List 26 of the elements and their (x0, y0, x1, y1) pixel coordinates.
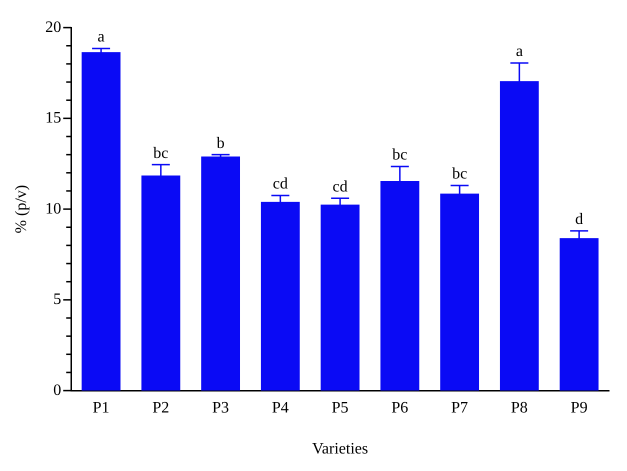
x-tick-label: P5 (332, 399, 349, 416)
y-tick-label: 5 (53, 291, 62, 308)
x-tick-label: P3 (212, 399, 230, 416)
annotation: b (216, 134, 225, 152)
annotation: d (575, 211, 584, 228)
y-tick-label: 10 (45, 200, 62, 218)
x-tick-label: P4 (272, 399, 289, 416)
x-tick-label: P7 (451, 399, 468, 416)
annotation: a (98, 28, 105, 46)
x-tick-label: P1 (92, 399, 110, 416)
annotation: bc (452, 166, 468, 183)
annotation: cd (332, 178, 348, 196)
annotation: bc (392, 146, 408, 164)
y-axis-title: % (p/v) (12, 184, 30, 234)
annotation: bc (153, 144, 168, 162)
annotation: cd (272, 176, 288, 193)
y-tick-label: 20 (45, 18, 62, 36)
x-tick-label: P8 (510, 399, 528, 416)
x-axis-title: Varieties (312, 440, 368, 458)
y-tick-label: 0 (53, 382, 62, 399)
y-tick-label: 15 (45, 110, 62, 127)
x-tick-label: P6 (391, 399, 408, 416)
annotation: a (516, 43, 523, 60)
x-tick-label: P9 (570, 399, 588, 416)
bar (201, 156, 240, 391)
x-tick-label: P2 (152, 399, 170, 416)
